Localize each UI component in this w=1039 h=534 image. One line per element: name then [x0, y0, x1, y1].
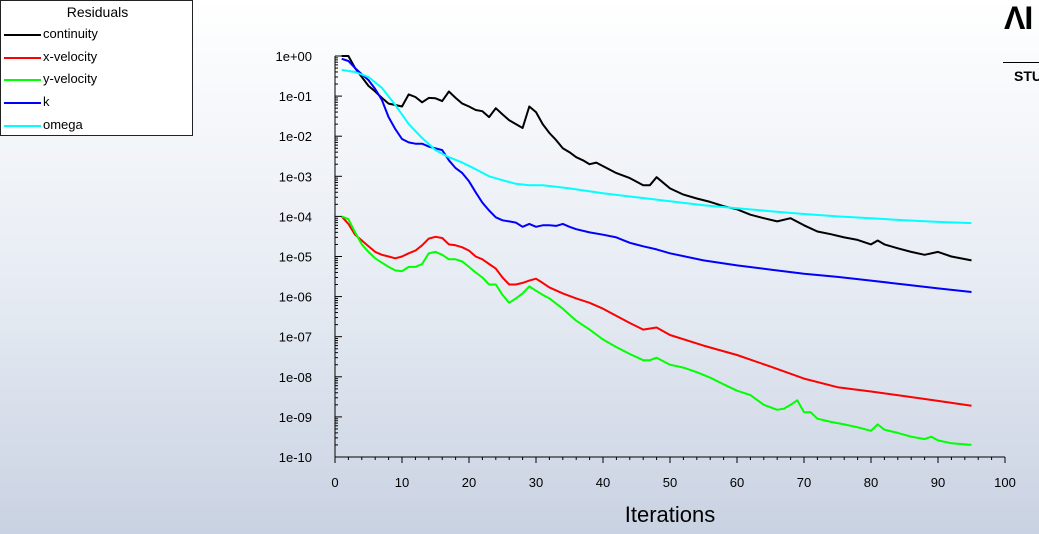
y-tick-label: 1e-07: [279, 330, 312, 345]
legend-label-x-velocity: x-velocity: [43, 49, 98, 64]
series-line-omega: [341, 68, 972, 225]
y-tick-label: 1e-09: [279, 410, 312, 425]
legend-item-y-velocity[interactable]: y-velocity: [1, 69, 191, 89]
y-tick-label: 1e-08: [279, 370, 312, 385]
brand-subtitle: STU: [1014, 68, 1039, 84]
x-tick-label: 50: [663, 475, 677, 490]
x-tick-label: 100: [994, 475, 1016, 490]
y-tick-label: 1e-01: [279, 89, 312, 104]
x-tick-label: 20: [462, 475, 476, 490]
x-tick-label: 90: [931, 475, 945, 490]
brand-divider: [1003, 62, 1039, 63]
legend-swatch-omega: [4, 125, 41, 127]
x-tick-label: 40: [596, 475, 610, 490]
legend-item-omega[interactable]: omega: [1, 115, 191, 135]
legend-title: Residuals: [66, 4, 129, 20]
legend-swatch-y-velocity: [4, 79, 41, 81]
legend-swatch-continuity: [4, 34, 41, 36]
y-tick-label: 1e-02: [279, 129, 312, 144]
legend-label-omega: omega: [43, 117, 83, 132]
legend-swatch-x-velocity: [4, 57, 41, 59]
x-tick-label: 10: [395, 475, 409, 490]
legend-label-y-velocity: y-velocity: [43, 71, 98, 86]
legend-item-continuity[interactable]: continuity: [1, 24, 191, 44]
y-tick-label: 1e-03: [279, 169, 312, 184]
x-tick-label: 0: [331, 475, 338, 490]
legend-swatch-k: [4, 102, 41, 104]
legend-label-continuity: continuity: [43, 26, 98, 41]
y-tick-label: 1e-05: [279, 250, 312, 265]
x-tick-label: 80: [864, 475, 878, 490]
x-tick-label: 30: [529, 475, 543, 490]
x-tick-label: 70: [797, 475, 811, 490]
x-axis-title: Iterations: [625, 502, 716, 527]
legend: Residuals continuity x-velocity y-veloci…: [0, 0, 193, 136]
y-tick-label: 1e+00: [275, 49, 312, 64]
legend-label-k: k: [43, 94, 50, 109]
series-line-x-velocity: [340, 215, 972, 407]
series-line-continuity: [341, 55, 972, 262]
legend-item-x-velocity[interactable]: x-velocity: [1, 47, 191, 67]
x-tick-label: 60: [730, 475, 744, 490]
series-line-y-velocity: [341, 215, 972, 446]
y-tick-label: 1e-06: [279, 290, 312, 305]
y-tick-label: 1e-10: [279, 450, 312, 465]
y-tick-label: 1e-04: [279, 209, 312, 224]
brand-logo: ΛI: [1004, 0, 1033, 36]
series-line-k: [341, 57, 972, 293]
legend-item-k[interactable]: k: [1, 92, 191, 112]
